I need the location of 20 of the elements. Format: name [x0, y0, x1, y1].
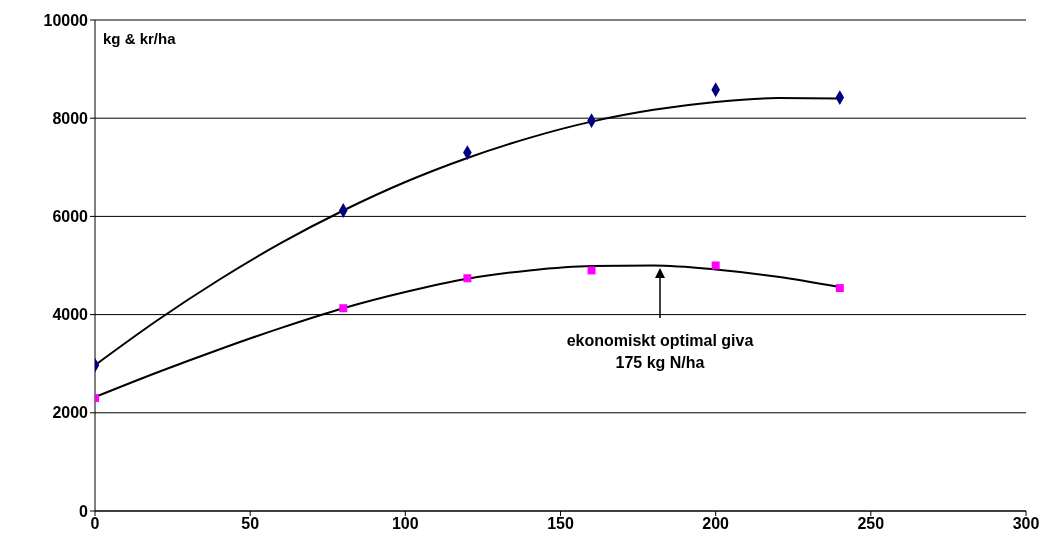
- x-tick-label: 50: [241, 515, 260, 533]
- x-tick-label: 200: [702, 515, 730, 533]
- y-tick-label: 6000: [52, 208, 89, 226]
- point: [835, 284, 844, 293]
- point: [711, 261, 720, 270]
- point: [587, 266, 596, 275]
- point: [463, 274, 472, 283]
- x-tick-label: 0: [90, 515, 100, 533]
- y-tick-label: 2000: [52, 404, 89, 422]
- x-tick-label: 150: [547, 515, 574, 533]
- y-axis-title: kg & kr/ha: [103, 30, 176, 47]
- annotation: ekonomiskt optimal giva 175 kg N/ha: [565, 331, 755, 373]
- x-tick-label: 250: [857, 515, 885, 533]
- y-tick-label: 10000: [43, 11, 89, 29]
- y-tick-label: 0: [79, 502, 89, 520]
- x-tick-label: 100: [391, 515, 419, 533]
- y-tick-label: 8000: [52, 109, 89, 127]
- x-tick-label: 300: [1012, 515, 1040, 533]
- y-tick-label: 4000: [52, 306, 89, 324]
- point: [339, 304, 348, 313]
